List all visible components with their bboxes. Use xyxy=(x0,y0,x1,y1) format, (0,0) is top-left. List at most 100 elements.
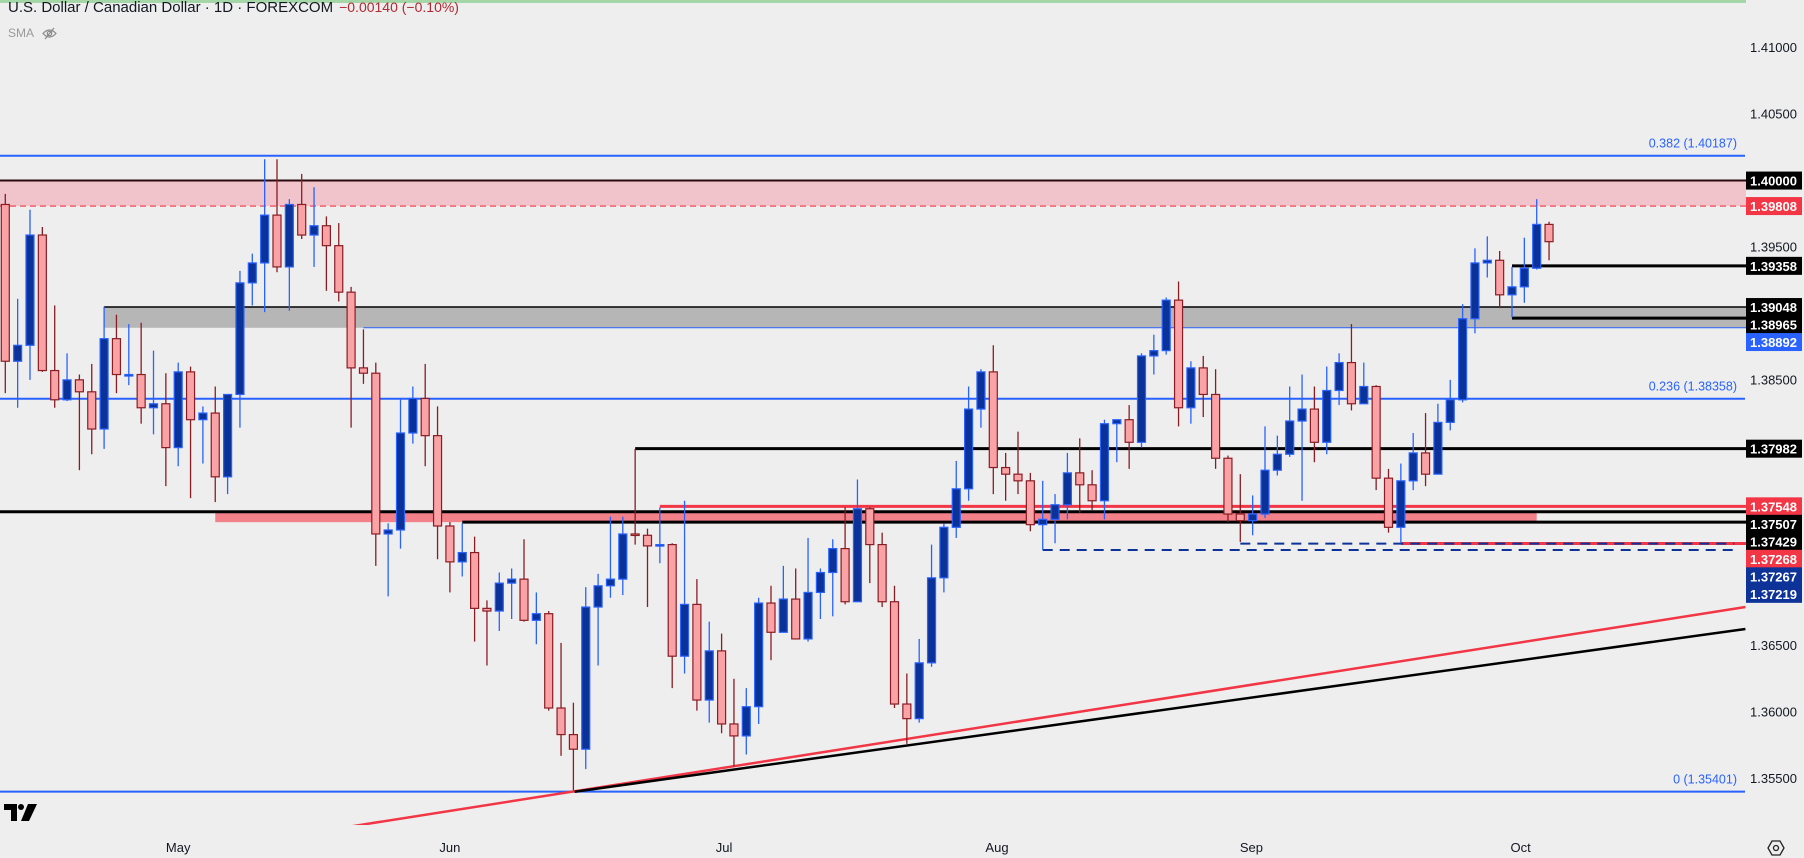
bearish-candle xyxy=(346,286,356,428)
price-change: −0.00140 (−0.10%) xyxy=(339,0,459,15)
bullish-candle xyxy=(235,270,245,428)
bullish-candle xyxy=(124,324,134,386)
bullish-candle xyxy=(531,592,541,645)
candle-body xyxy=(1075,472,1085,486)
bearish-candle xyxy=(420,363,430,467)
bullish-candle xyxy=(1272,435,1282,476)
bearish-candle xyxy=(766,585,776,661)
candle-body xyxy=(420,397,430,437)
bullish-candle xyxy=(223,393,233,495)
candle-body xyxy=(1359,385,1369,405)
candle-body xyxy=(272,214,282,268)
candle-body xyxy=(1396,480,1406,528)
candle-body xyxy=(963,408,974,490)
chart-header: U.S. Dollar / Canadian Dollar · 1D · FOR… xyxy=(8,0,459,16)
candle-body xyxy=(1408,452,1418,482)
candle-body xyxy=(1470,262,1480,320)
price-label-text: 1.39808 xyxy=(1750,199,1797,214)
bullish-candle xyxy=(939,523,949,593)
price-axis-label: 1.37548 xyxy=(1746,497,1802,516)
horizontal-levels: 0.382 (1.40187) 0.236 (1.38358) 0 (1.35401… xyxy=(0,137,1746,793)
bullish-candle xyxy=(803,537,813,642)
candles xyxy=(0,159,1554,791)
candle-body xyxy=(1235,513,1245,522)
candle-body xyxy=(1136,355,1147,443)
bearish-candle xyxy=(1235,474,1245,542)
candle-body xyxy=(531,613,541,621)
bullish-candle xyxy=(815,568,826,619)
bullish-candle xyxy=(1099,419,1110,520)
symbol-title[interactable]: U.S. Dollar / Canadian Dollar · 1D · FOR… xyxy=(8,0,334,16)
candle-body xyxy=(877,543,887,603)
tradingview-logo[interactable] xyxy=(4,804,38,822)
time-tick-label: Sep xyxy=(1240,840,1263,855)
candle-body xyxy=(74,379,85,393)
bearish-candle xyxy=(136,322,146,424)
candle-body xyxy=(667,543,677,657)
candle-body xyxy=(1420,452,1431,475)
indicator-name[interactable]: SMA xyxy=(8,26,35,40)
candle-body xyxy=(136,373,146,409)
bearish-candle xyxy=(1087,470,1097,511)
bearish-candle xyxy=(111,314,122,394)
price-label-text: 1.37268 xyxy=(1750,552,1797,567)
price-axis-label: 1.39808 xyxy=(1746,197,1802,216)
bearish-candle xyxy=(1346,324,1357,411)
candle-body xyxy=(803,591,813,640)
candle-body xyxy=(1124,419,1134,443)
candle-body xyxy=(284,203,294,268)
price-label-box xyxy=(1746,497,1802,516)
bullish-candle xyxy=(963,386,974,501)
price-label-box xyxy=(1746,298,1802,317)
candle-body xyxy=(358,367,369,374)
candle-body xyxy=(0,203,10,362)
price-axis[interactable]: 1.41000 1.40500 1.39500 1.38500 1.36500 1.360… xyxy=(1750,40,1797,786)
bullish-candle xyxy=(1457,304,1468,403)
candle-body xyxy=(1544,223,1554,243)
bearish-candle xyxy=(445,522,455,593)
candle-body xyxy=(1334,361,1344,392)
candle-body xyxy=(840,547,850,603)
bearish-candle xyxy=(791,568,801,640)
bearish-candle xyxy=(297,173,307,240)
candle-body xyxy=(976,371,986,410)
settings-icon[interactable] xyxy=(1766,838,1786,858)
time-axis[interactable]: May Jun Jul Aug Sep Oct xyxy=(166,840,1531,855)
price-label-text: 1.37982 xyxy=(1750,442,1797,457)
candle-body xyxy=(642,534,653,547)
bullish-candle xyxy=(1285,386,1295,457)
price-label-text: 1.37219 xyxy=(1750,587,1797,602)
candle-body xyxy=(1346,361,1357,405)
candle-body xyxy=(1173,299,1184,409)
bearish-candle xyxy=(1198,355,1208,418)
bearish-candle xyxy=(642,528,653,608)
bearish-candle xyxy=(556,642,566,756)
candle-body xyxy=(519,578,529,621)
bearish-candle xyxy=(87,363,97,455)
candle-body xyxy=(593,585,603,608)
bullish-candle xyxy=(198,406,208,464)
black-trendline xyxy=(574,627,1746,793)
bearish-candle xyxy=(334,223,344,302)
bearish-candle xyxy=(272,159,282,273)
bullish-candle xyxy=(1359,362,1369,405)
bullish-candle xyxy=(284,199,294,311)
bullish-candle xyxy=(13,298,23,408)
candle-body xyxy=(62,379,72,401)
indicator-legend[interactable]: SMA xyxy=(8,26,57,40)
bearish-candle xyxy=(358,329,369,384)
price-tick-label: 1.36500 xyxy=(1750,638,1797,653)
gray-zone xyxy=(104,307,1746,328)
price-label-box xyxy=(1746,439,1802,458)
candle-body xyxy=(1149,350,1159,357)
candle-body xyxy=(939,526,949,579)
eye-off-icon[interactable] xyxy=(42,27,57,40)
candle-body xyxy=(1050,504,1060,520)
candle-body xyxy=(1099,423,1110,502)
bullish-candle xyxy=(1482,236,1492,278)
bullish-candle xyxy=(1322,366,1332,455)
candle-body xyxy=(1038,518,1048,526)
candle-body xyxy=(902,703,912,720)
bullish-candle xyxy=(247,253,257,306)
